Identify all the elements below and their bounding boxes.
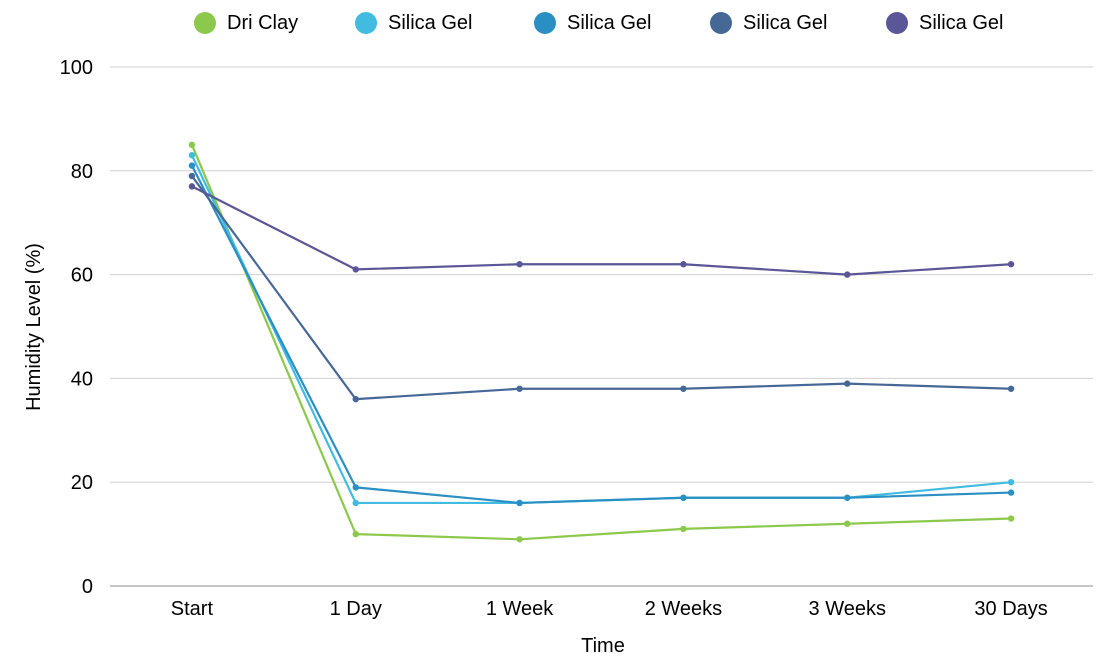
y-tick-label: 40 — [71, 368, 93, 390]
data-point — [680, 525, 687, 533]
series-1 — [188, 141, 1015, 543]
data-point — [1007, 515, 1015, 522]
legend-label: Silica Gel — [567, 11, 652, 34]
data-point — [1007, 261, 1015, 268]
series-line — [191, 175, 1012, 401]
data-point — [844, 520, 851, 527]
series-4 — [188, 172, 1015, 403]
y-tick-label: 20 — [71, 472, 93, 494]
x-tick-label: 30 Days — [974, 598, 1047, 620]
data-point — [1007, 385, 1015, 392]
y-tick-label: 100 — [60, 57, 93, 79]
legend-marker-icon — [886, 12, 908, 34]
data-point — [188, 152, 196, 159]
legend-item-dri-clay: Dri Clay — [194, 8, 298, 38]
data-point — [352, 484, 359, 491]
legend-item-silica-gel-4: Silica Gel — [886, 8, 1003, 38]
legend-item-silica-gel-2: Silica Gel — [534, 8, 651, 38]
data-point — [844, 380, 851, 387]
legend-marker-icon — [194, 12, 216, 34]
data-point — [844, 271, 851, 278]
legend-label: Silica Gel — [919, 11, 1004, 34]
data-point — [516, 385, 523, 392]
data-series — [188, 141, 1015, 543]
y-axis-label: Humidity Level (%) — [23, 243, 45, 411]
legend-item-silica-gel-3: Silica Gel — [710, 8, 827, 38]
legend-item-silica-gel-1: Silica Gel — [355, 8, 472, 38]
series-line — [190, 144, 1012, 541]
series-line — [190, 165, 1012, 505]
x-tick-label: Start — [171, 598, 214, 620]
series-3 — [188, 162, 1015, 507]
legend-label: Dri Clay — [227, 11, 299, 34]
data-point — [516, 261, 523, 268]
data-point — [352, 530, 359, 538]
y-tick-label: 0 — [82, 576, 93, 598]
x-tick-label: 1 Week — [486, 598, 554, 620]
legend-marker-icon — [534, 12, 556, 34]
series-line — [191, 185, 1012, 276]
data-point — [516, 536, 523, 543]
x-axis-label: Time — [581, 635, 625, 657]
data-point — [844, 494, 851, 501]
series-5 — [188, 183, 1015, 278]
data-point — [352, 395, 359, 403]
series-line — [190, 154, 1012, 505]
x-axis-ticks: Start 1 Day 1 Week 2 Weeks 3 Weeks 30 Days — [171, 598, 1048, 620]
data-point — [516, 499, 523, 507]
series-2 — [188, 152, 1015, 507]
chart-legend: Dri Clay Silica Gel Silica Gel Silica Ge… — [0, 8, 1099, 38]
data-point — [352, 266, 359, 273]
data-point — [352, 499, 359, 507]
x-tick-label: 1 Day — [330, 598, 382, 620]
legend-marker-icon — [710, 12, 732, 34]
legend-label: Silica Gel — [388, 11, 473, 34]
data-point — [188, 141, 196, 149]
data-point — [1007, 479, 1015, 486]
x-tick-label: 3 Weeks — [809, 598, 886, 620]
data-point — [680, 261, 687, 268]
data-point — [680, 385, 687, 392]
gridlines — [110, 66, 1093, 587]
legend-label: Silica Gel — [743, 11, 828, 34]
data-point — [680, 494, 687, 501]
data-point — [188, 162, 196, 169]
data-point — [188, 172, 196, 180]
data-point — [1007, 489, 1015, 496]
legend-marker-icon — [355, 12, 377, 34]
data-point — [188, 183, 196, 190]
y-tick-label: 80 — [71, 161, 93, 183]
x-tick-label: 2 Weeks — [645, 598, 722, 620]
y-axis-ticks: 0 20 40 60 80 100 — [60, 57, 93, 598]
y-tick-label: 60 — [71, 265, 93, 287]
